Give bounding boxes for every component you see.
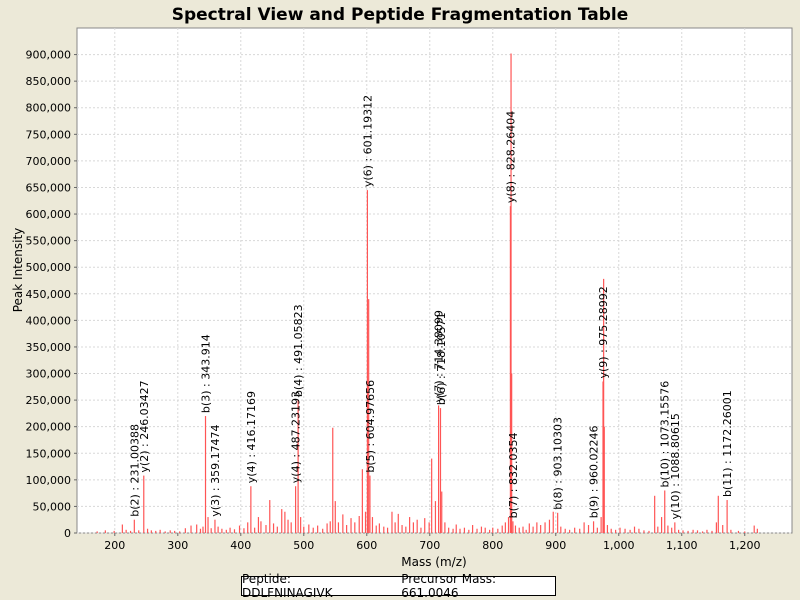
peak-annotation: y(7) : 714.38099 xyxy=(433,310,446,402)
y-tick-label: 900,000 xyxy=(26,49,72,62)
y-tick-label: 850,000 xyxy=(26,75,72,88)
y-axis-label: Peak Intensity xyxy=(11,228,25,313)
peak-annotation: b(8) : 903.10303 xyxy=(552,417,565,510)
y-tick-label: 550,000 xyxy=(26,235,72,248)
y-tick-label: 250,000 xyxy=(26,394,72,407)
y-tick-label: 400,000 xyxy=(26,314,72,327)
y-tick-label: 650,000 xyxy=(26,181,72,194)
y-tick-label: 500,000 xyxy=(26,261,72,274)
gridlines xyxy=(77,28,792,534)
peak-annotation: b(2) : 231.00388 xyxy=(128,424,141,517)
x-tick-label: 1,000 xyxy=(603,539,635,552)
chart-title: Spectral View and Peptide Fragmentation … xyxy=(172,5,629,25)
peak-annotation: y(4) : 416.17169 xyxy=(245,391,258,483)
y-tick-label: 450,000 xyxy=(26,288,72,301)
peak-annotation: y(3) : 359.17474 xyxy=(209,424,222,516)
peak-annotation: y(6) : 601.19312 xyxy=(361,95,374,187)
peak-annotation: y(10) : 1088.80615 xyxy=(669,413,682,519)
peak-annotation: b(6) : 718.10571 xyxy=(435,312,448,405)
x-tick-label: 500 xyxy=(293,539,314,552)
peak-annotation: y(8) : 828.26404 xyxy=(504,111,517,203)
x-tick-label: 400 xyxy=(230,539,251,552)
x-tick-label: 700 xyxy=(419,539,440,552)
peak-annotation: b(5) : 604.97656 xyxy=(364,380,377,473)
peak-annotation: b(4) : 491.05823 xyxy=(292,304,305,397)
y-tick-label: 700,000 xyxy=(26,155,72,168)
peak-annotation: y(4) : 487.23193 xyxy=(290,391,303,483)
y-tick-label: 350,000 xyxy=(26,341,72,354)
peak-annotation: b(9) : 960.02246 xyxy=(588,426,601,519)
y-tick-label: 800,000 xyxy=(26,102,72,115)
x-tick-label: 900 xyxy=(545,539,566,552)
plot-area xyxy=(76,27,793,534)
y-tick-label: 750,000 xyxy=(26,128,72,141)
peak-annotation: b(3) : 343.914 xyxy=(200,334,213,413)
x-axis-label: Mass (m/z) xyxy=(401,555,466,569)
peptide-sequence: Peptide: DDLFNINAGIVK xyxy=(242,572,333,600)
y-tick-label: 600,000 xyxy=(26,208,72,221)
peak-annotation: b(7) : 832.0354 xyxy=(507,433,520,519)
x-tick-label: 200 xyxy=(104,539,125,552)
precursor-mass: Precursor Mass: 661.0046 xyxy=(401,572,497,600)
x-tick-label: 1,200 xyxy=(729,539,761,552)
x-tick-label: 1,100 xyxy=(666,539,698,552)
y-tick-label: 300,000 xyxy=(26,368,72,381)
peptide-info-box: Peptide: DDLFNINAGIVK Precursor Mass: 66… xyxy=(241,572,556,600)
x-axis-ticks: 200 300 400 500 600 700 800 900 1,000 1,100 1,200 xyxy=(104,533,761,552)
peak-annotation: b(11) : 1172.26001 xyxy=(721,390,734,497)
y-tick-label: 0 xyxy=(64,527,71,540)
x-tick-label: 600 xyxy=(356,539,377,552)
y-tick-label: 150,000 xyxy=(26,447,72,460)
y-tick-label: 50,000 xyxy=(33,500,72,513)
peak-annotation: b(10) : 1073.15576 xyxy=(659,381,672,488)
peak-series xyxy=(96,53,758,533)
peak-annotation: y(2) : 246.03427 xyxy=(138,380,151,472)
x-tick-label: 300 xyxy=(167,539,188,552)
y-axis-ticks: 0 50,000 100,000 150,000 200,000 250,000 300,0… xyxy=(26,49,77,540)
peak-annotation: y(9) : 975.28992 xyxy=(597,286,610,378)
y-tick-label: 200,000 xyxy=(26,421,72,434)
y-tick-label: 100,000 xyxy=(26,474,72,487)
x-tick-label: 800 xyxy=(482,539,503,552)
